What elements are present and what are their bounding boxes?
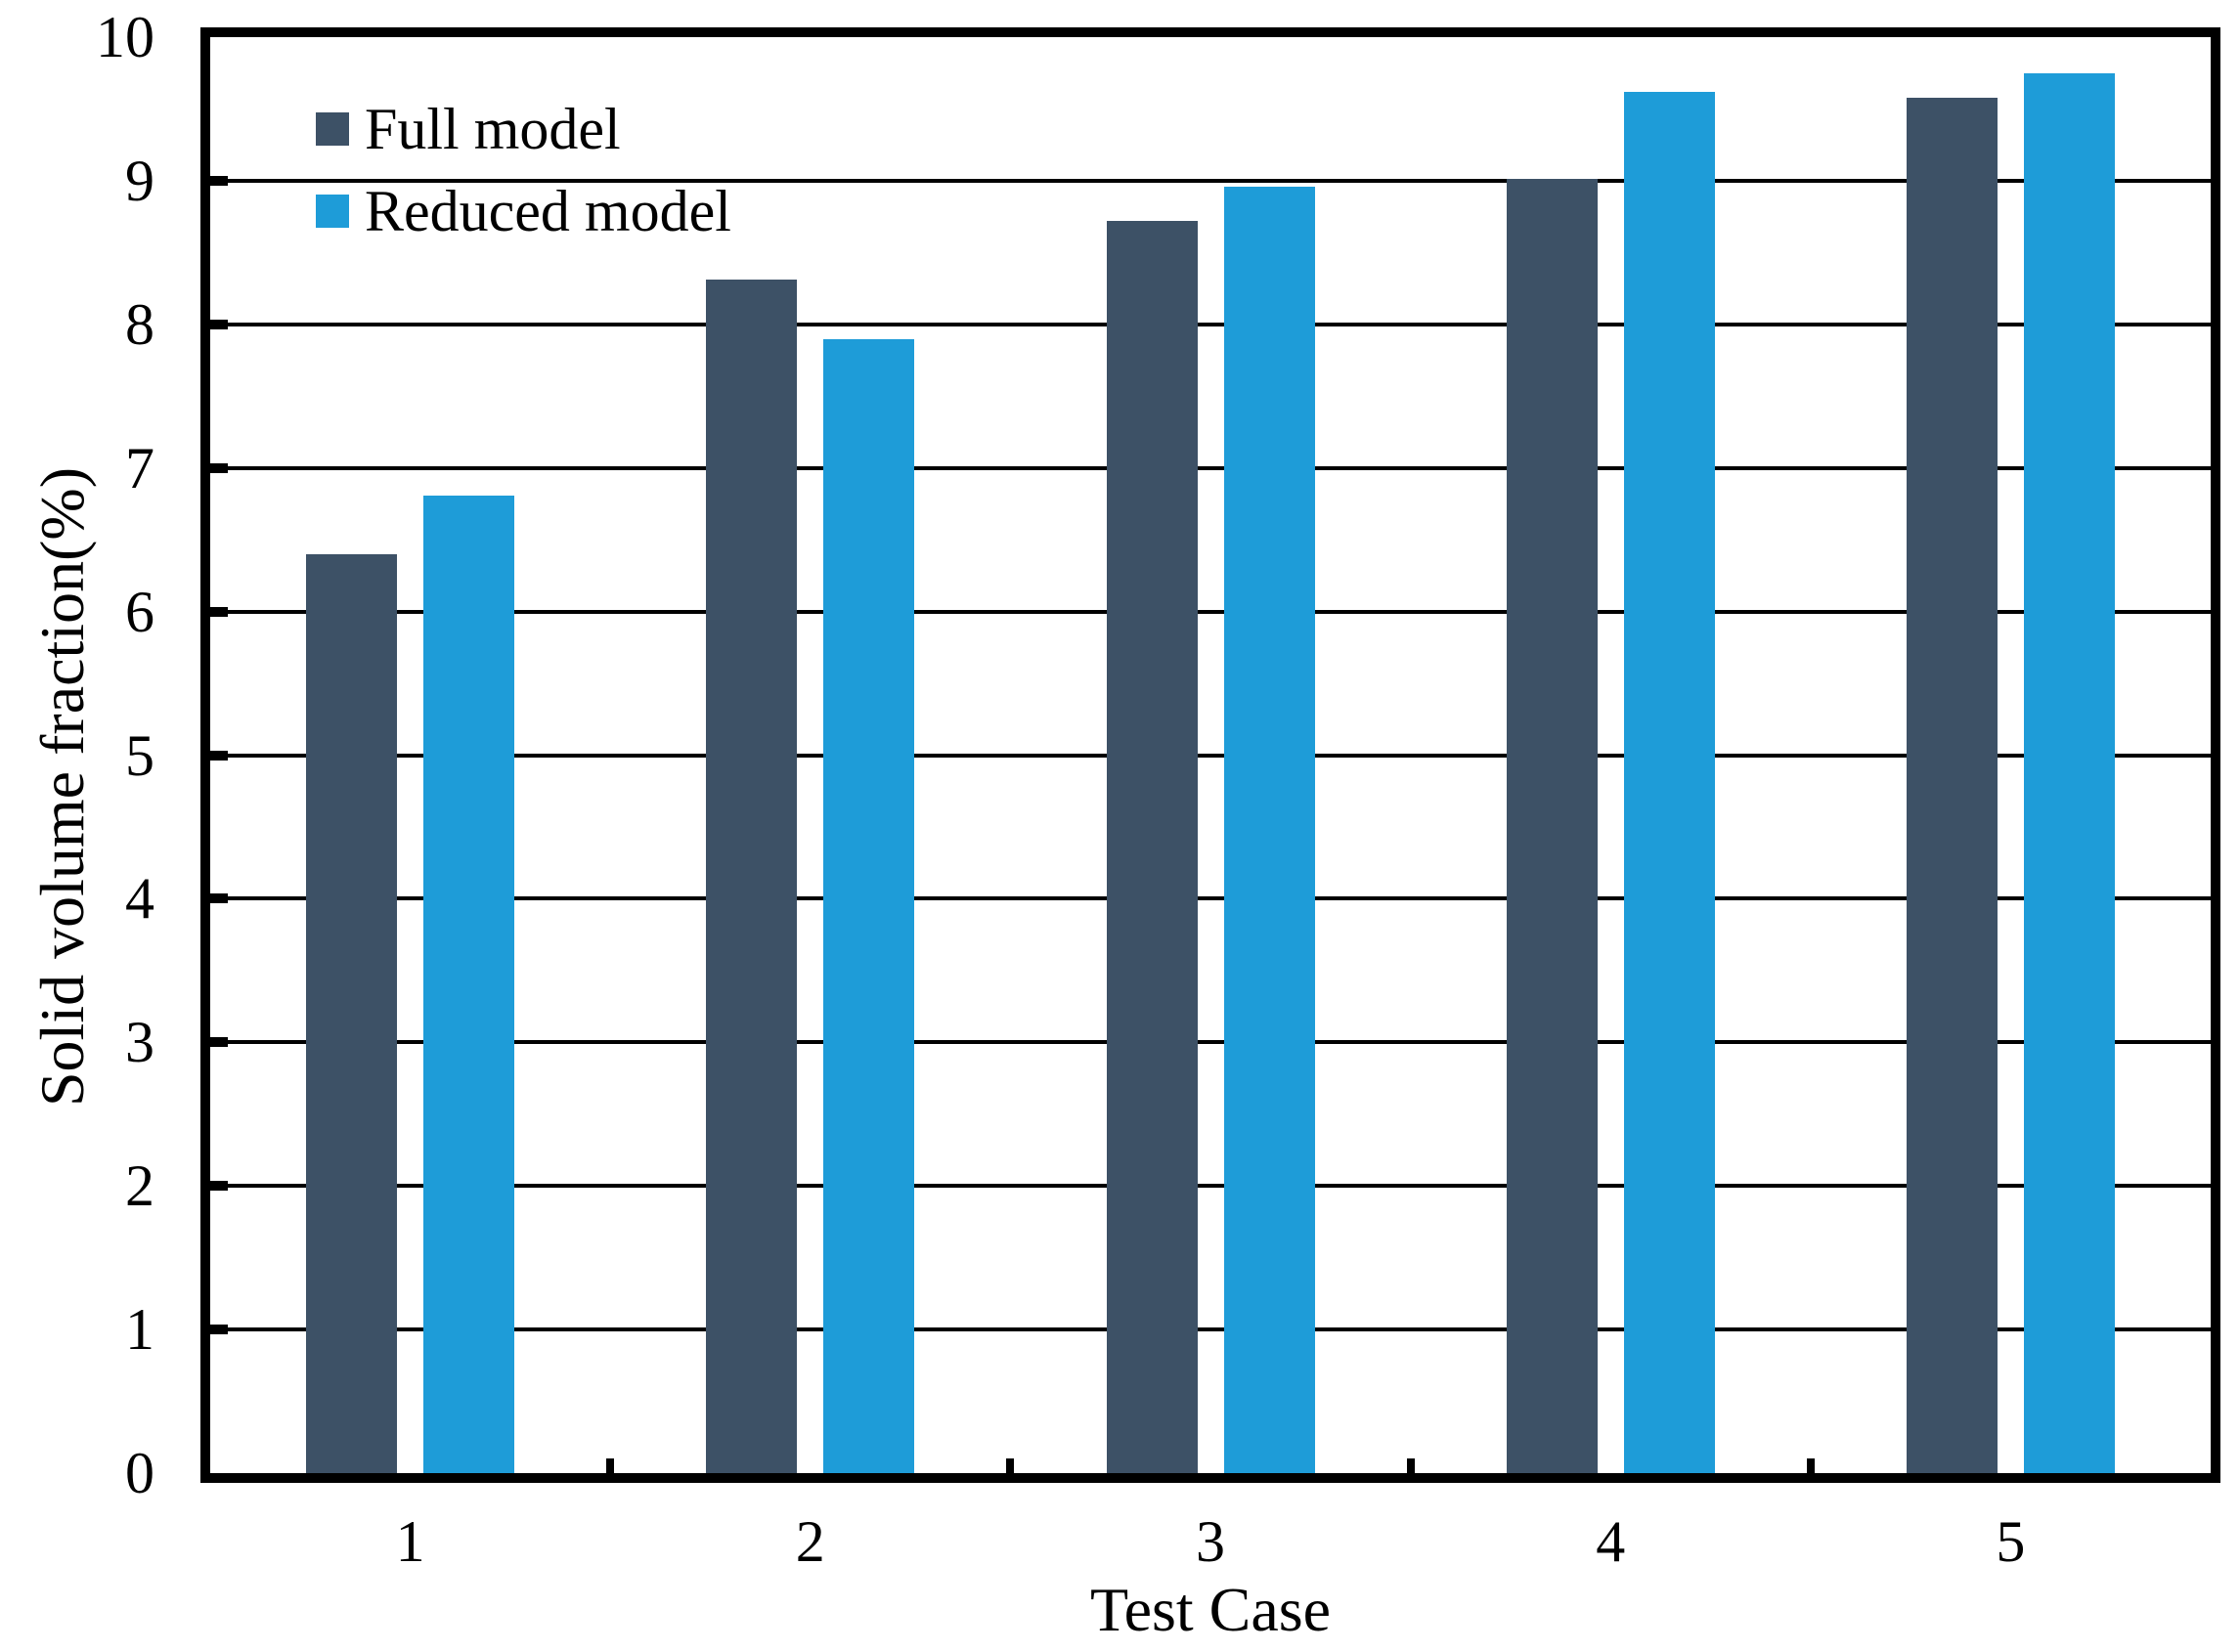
bar-reduced-model-case-3 <box>1223 186 1315 1473</box>
y-axis-tick <box>210 319 228 329</box>
bar-reduced-model-case-4 <box>1623 91 1715 1473</box>
gridline-y3 <box>210 1040 2211 1045</box>
y-tick-label-1: 1 <box>125 1297 154 1363</box>
y-tick-label-9: 9 <box>125 148 154 213</box>
bar-layer <box>210 37 2211 1473</box>
legend-item-full-model: Full model <box>316 88 731 170</box>
x-tick-label-2: 2 <box>795 1509 825 1574</box>
bar-reduced-model-case-5 <box>2023 72 2115 1473</box>
y-tick-label-0: 0 <box>125 1441 154 1505</box>
gridline-layer <box>210 37 2211 1473</box>
gridline-y9 <box>210 178 2211 183</box>
gridline-y6 <box>210 609 2211 614</box>
y-tick-label-3: 3 <box>125 1010 154 1075</box>
x-tick-label-5: 5 <box>1996 1509 2026 1574</box>
legend: Full model Reduced model <box>316 88 731 252</box>
x-axis-title: Test Case <box>1089 1575 1332 1644</box>
plot-area: Full model Reduced model <box>210 37 2211 1473</box>
legend-label: Full model <box>365 97 621 161</box>
x-tick-label-1: 1 <box>395 1509 425 1574</box>
y-tick-label-10: 10 <box>96 5 154 69</box>
y-axis-tick <box>210 606 228 617</box>
bar-full-model-case-1 <box>306 553 398 1473</box>
y-tick-label-4: 4 <box>125 866 154 932</box>
y-tick-label-7: 7 <box>125 435 154 500</box>
legend-swatch-reduced-model <box>316 195 349 228</box>
axis-tick-layer <box>210 37 2211 1473</box>
y-axis-tick <box>210 175 228 186</box>
y-tick-label-8: 8 <box>125 291 154 357</box>
gridline-y7 <box>210 465 2211 470</box>
bar-full-model-case-4 <box>1506 179 1598 1473</box>
gridline-y8 <box>210 322 2211 326</box>
gridline-y1 <box>210 1327 2211 1332</box>
bar-reduced-model-case-1 <box>423 495 515 1473</box>
bar-full-model-case-3 <box>1106 221 1198 1473</box>
x-axis-tick <box>606 1458 615 1473</box>
y-axis-tick <box>210 1181 228 1192</box>
legend-item-reduced-model: Reduced model <box>316 170 731 252</box>
y-axis-tick <box>210 1037 228 1048</box>
y-axis-tick <box>210 462 228 473</box>
y-tick-label-6: 6 <box>125 579 154 644</box>
y-axis-tick <box>210 1325 228 1335</box>
gridline-y5 <box>210 753 2211 758</box>
y-tick-label-2: 2 <box>125 1153 154 1219</box>
bar-full-model-case-5 <box>1906 97 1998 1473</box>
y-axis-tick <box>210 893 228 904</box>
bar-reduced-model-case-2 <box>823 338 915 1473</box>
gridline-y4 <box>210 896 2211 901</box>
gridline-y2 <box>210 1184 2211 1189</box>
x-tick-label-4: 4 <box>1596 1509 1626 1574</box>
y-tick-label-5: 5 <box>125 722 154 788</box>
bar-full-model-case-2 <box>706 280 798 1473</box>
x-tick-label-3: 3 <box>1196 1509 1225 1574</box>
legend-swatch-full-model <box>316 112 349 146</box>
x-axis-tick <box>1406 1458 1415 1473</box>
x-axis-tick <box>1006 1458 1015 1473</box>
y-axis-tick <box>210 750 228 761</box>
legend-label: Reduced model <box>365 179 731 243</box>
x-axis-tick <box>1806 1458 1815 1473</box>
